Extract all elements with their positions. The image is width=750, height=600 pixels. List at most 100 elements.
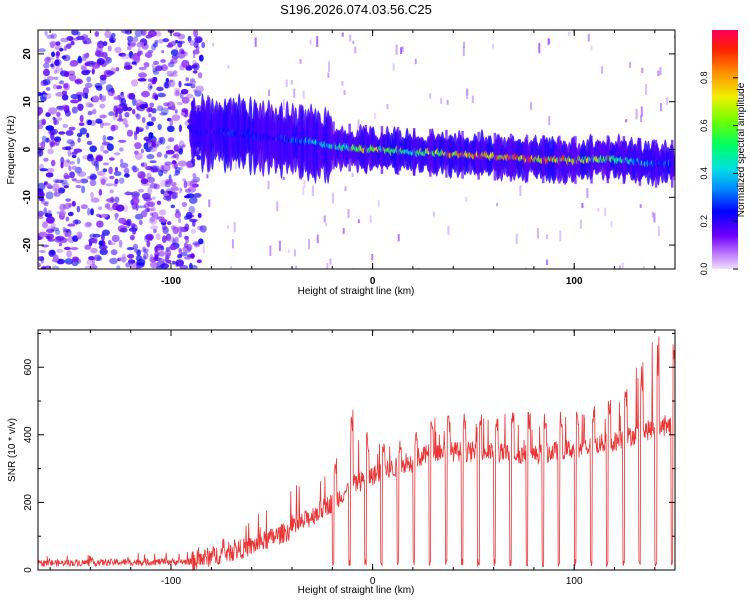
noise-blob — [173, 173, 178, 177]
colorbar-ticks: 0.0 0.2 0.4 0.6 0.8 — [699, 72, 738, 275]
noise-blob — [186, 160, 193, 169]
noise-blob — [138, 72, 147, 78]
noise-blob — [158, 250, 165, 257]
noise-blob — [156, 105, 164, 112]
noise-blob — [114, 152, 121, 156]
noise-blob — [171, 191, 178, 200]
noise-blob — [51, 51, 56, 58]
noise-blob — [184, 223, 190, 232]
noise-blob — [132, 165, 138, 173]
noise-streak — [519, 185, 522, 197]
noise-blob — [95, 155, 103, 162]
noise-streak — [342, 228, 345, 234]
noise-blob — [65, 198, 71, 202]
noise-blob — [185, 238, 189, 243]
noise-blob — [76, 231, 83, 239]
noise-streak — [175, 192, 178, 198]
noise-blob — [58, 242, 63, 247]
noise-streak — [400, 47, 403, 54]
ridge-spike — [606, 135, 609, 184]
noise-streak — [657, 226, 660, 237]
noise-blob — [45, 137, 50, 143]
noise-blob — [115, 67, 120, 72]
noise-blob — [102, 162, 110, 166]
noise-blob — [122, 105, 129, 112]
noise-blob — [164, 161, 172, 166]
noise-blob — [140, 162, 145, 167]
noise-blob — [181, 202, 188, 207]
noise-streak — [268, 89, 270, 96]
noise-blob — [122, 118, 128, 125]
noise-blob — [142, 246, 147, 253]
noise-streak — [377, 200, 380, 208]
noise-blob — [170, 49, 179, 56]
noise-blob — [115, 204, 125, 212]
noise-blob — [137, 78, 147, 82]
noise-blob — [164, 249, 172, 257]
snr-ytick-label: 0 — [23, 567, 34, 573]
noise-blob — [46, 236, 51, 240]
noise-blob — [88, 256, 95, 261]
noise-blob — [101, 96, 106, 102]
noise-blob — [61, 182, 70, 187]
noise-blob — [177, 254, 183, 259]
noise-blob — [150, 216, 156, 223]
noise-blob — [156, 151, 163, 158]
noise-blob — [114, 213, 119, 218]
noise-blob — [118, 217, 126, 224]
noise-blob — [102, 134, 107, 143]
noise-streak — [188, 38, 191, 43]
noise-blob — [101, 213, 108, 218]
ridge-spike — [364, 125, 368, 173]
noise-blob — [149, 182, 158, 189]
noise-blob — [190, 228, 197, 234]
noise-blob — [164, 81, 170, 89]
noise-blob — [104, 30, 112, 38]
ridge-spike — [332, 121, 335, 170]
noise-blob — [67, 211, 74, 217]
noise-streak — [641, 67, 644, 74]
noise-blob — [52, 116, 56, 120]
noise-blob — [169, 73, 178, 77]
noise-streak — [308, 239, 310, 250]
noise-blob — [54, 138, 60, 146]
noise-streak — [640, 115, 643, 122]
noise-blob — [186, 243, 193, 252]
noise-blob — [105, 198, 114, 202]
noise-blob — [67, 149, 72, 157]
noise-streak — [227, 225, 229, 229]
noise-blob — [86, 132, 90, 138]
noise-blob — [140, 148, 144, 154]
noise-blob — [93, 160, 100, 168]
noise-blob — [47, 226, 55, 230]
noise-streak — [254, 37, 257, 47]
noise-blob — [189, 196, 198, 204]
noise-streak — [548, 116, 551, 126]
noise-blob — [140, 178, 149, 185]
noise-streak — [357, 219, 360, 223]
noise-blob — [153, 228, 157, 234]
noise-blob — [74, 78, 83, 85]
noise-blob — [159, 112, 168, 116]
noise-blob — [121, 253, 126, 260]
noise-streak — [440, 97, 443, 104]
noise-blob — [174, 236, 179, 244]
noise-blob — [97, 40, 105, 49]
spectrogram-ytick-label: 0 — [22, 146, 33, 152]
noise-streak — [597, 208, 600, 212]
noise-blob — [149, 102, 154, 108]
noise-blob — [53, 254, 59, 262]
noise-blob — [69, 171, 75, 179]
noise-blob — [99, 94, 107, 103]
noise-blob — [192, 176, 201, 183]
noise-blob — [56, 111, 61, 118]
noise-streak — [610, 221, 613, 228]
noise-blob — [201, 41, 206, 49]
noise-blob — [181, 59, 190, 68]
noise-streak — [397, 234, 400, 242]
noise-blob — [106, 136, 114, 141]
ridge-spike — [622, 136, 626, 184]
noise-blob — [95, 85, 103, 91]
colorbar-gradient — [712, 30, 738, 269]
noise-blob — [66, 43, 72, 49]
